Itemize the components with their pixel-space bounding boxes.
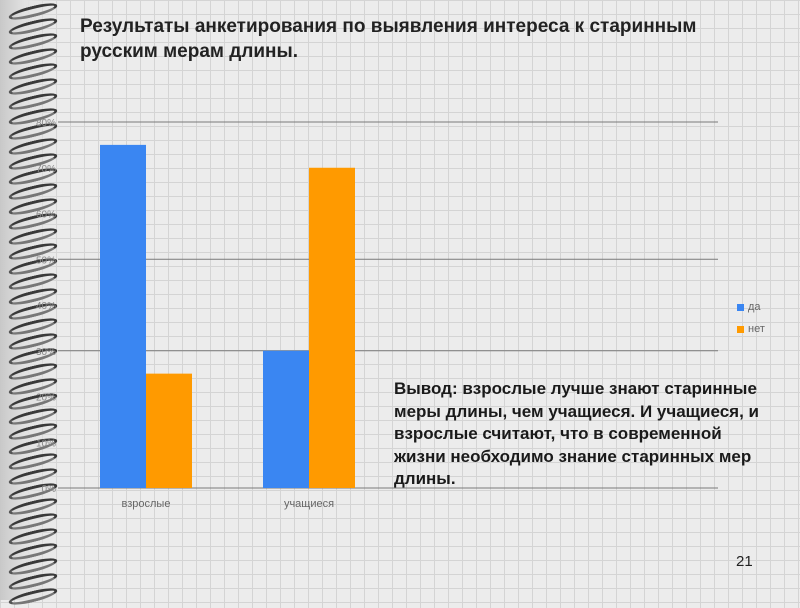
y-tick-label: 20% xyxy=(36,393,56,404)
y-tick-label: 60% xyxy=(36,210,56,221)
slide-title: Результаты анкетирования по выявления ин… xyxy=(80,16,697,62)
bar xyxy=(263,350,309,488)
legend-item-yes: да xyxy=(737,296,765,318)
x-category-label: взрослые xyxy=(122,498,171,510)
y-tick-label: 30% xyxy=(36,347,56,358)
y-tick-label: 80% xyxy=(36,118,56,129)
y-tick-label: 10% xyxy=(36,438,56,449)
legend-swatch-no xyxy=(737,325,744,333)
x-category-label: учащиеся xyxy=(284,498,334,510)
legend-item-no: нет xyxy=(737,318,765,340)
bar xyxy=(146,373,192,488)
y-tick-label: 40% xyxy=(36,301,56,312)
bar xyxy=(309,167,355,488)
conclusion-text: Вывод: взрослые лучше знают старинные ме… xyxy=(394,379,759,488)
y-tick-label: 0% xyxy=(42,484,57,495)
y-tick-label: 70% xyxy=(36,164,56,175)
bar xyxy=(100,144,146,488)
slide-number: 21 xyxy=(736,553,753,570)
chart-legend: да нет xyxy=(737,296,765,340)
y-tick-label: 50% xyxy=(36,255,56,266)
legend-swatch-yes xyxy=(737,303,744,311)
legend-label-yes: да xyxy=(748,301,761,313)
notebook-spiral xyxy=(0,0,62,608)
legend-label-no: нет xyxy=(748,323,765,335)
